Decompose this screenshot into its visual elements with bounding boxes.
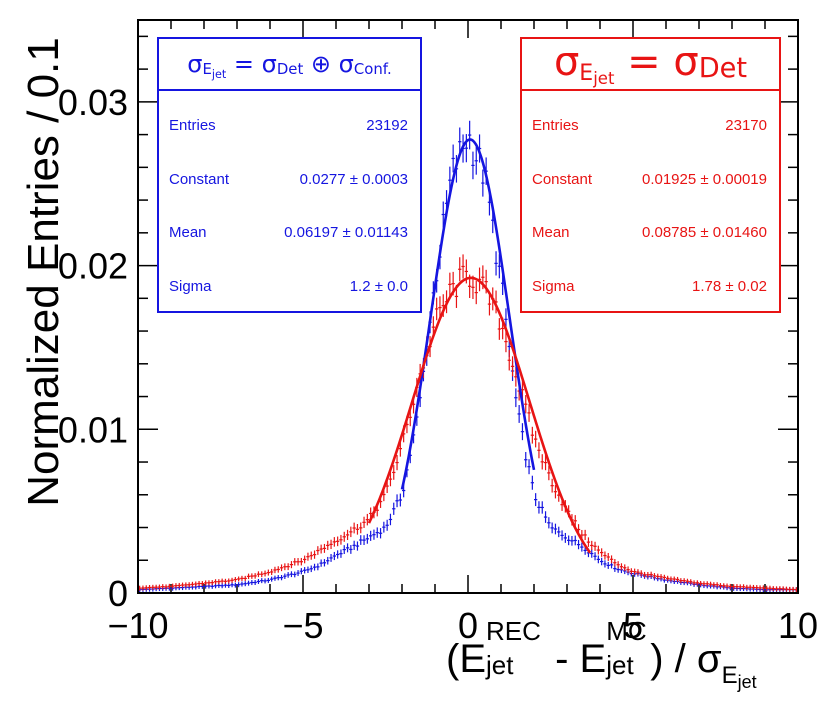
sub-jet: jet	[593, 69, 615, 89]
y-axis-label: Normalized Entries / 0.1	[19, 37, 68, 507]
plot-frame	[137, 19, 799, 594]
x-tick-label: −5	[282, 605, 323, 646]
x-tick-label: 0	[458, 605, 478, 646]
stat-row-entries: Entries 23192	[169, 117, 408, 134]
sub-E: E	[202, 60, 212, 79]
stat-title-red: σ Ejet = σ Det	[522, 39, 779, 91]
x-sup-rec: REC	[486, 616, 541, 646]
sigma-symbol: σ	[261, 50, 277, 78]
equals: =	[226, 50, 262, 78]
sub-E: E	[579, 60, 594, 86]
y-tick-label: 0.02	[58, 246, 128, 287]
x-tick-label: 10	[778, 605, 818, 646]
equals: =	[614, 39, 674, 85]
stat-row-constant: Constant 0.0277 ± 0.0003	[169, 171, 408, 188]
stat-row-sigma: Sigma 1.2 ± 0.0	[169, 278, 408, 295]
x-axis-label: (E REC jet - E MC jet) / σEjet	[446, 616, 757, 693]
y-tick-label: 0	[108, 573, 128, 614]
ticks-layer	[137, 20, 799, 594]
stat-title-blue: σ Ejet = σ Det ⊕ σ Conf.	[159, 39, 420, 91]
fit-curve-1	[367, 276, 592, 554]
stat-box-blue: σ Ejet = σ Det ⊕ σ Conf. Entries 23192 Const…	[157, 37, 422, 313]
x-sup-mc: MC	[606, 616, 647, 646]
sub-jet: jet	[211, 67, 227, 81]
stat-row-sigma: Sigma 1.78 ± 0.02	[532, 278, 767, 295]
x-tick-label: 5	[623, 605, 643, 646]
tick-labels: −10 −5 0 5 10 0 0.01 0.02 0.03	[58, 82, 818, 646]
sub-det: Det	[698, 53, 748, 85]
sub-conf: Conf.	[353, 60, 392, 79]
sigma-symbol: σ	[338, 50, 354, 78]
stat-row-mean: Mean 0.08785 ± 0.01460	[532, 224, 767, 241]
stat-box-red: σ Ejet = σ Det Entries 23170 Constant 0.0192…	[520, 37, 781, 313]
stat-row-mean: Mean 0.06197 ± 0.01143	[169, 224, 408, 241]
sigma-symbol: σ	[673, 39, 699, 85]
stat-row-constant: Constant 0.01925 ± 0.00019	[532, 171, 767, 188]
sigma-symbol: σ	[187, 50, 203, 78]
sigma-symbol: σ	[553, 39, 580, 85]
x-sub-jet: jet	[606, 650, 634, 680]
fit-layer	[367, 138, 592, 554]
x-tick-label: −10	[107, 605, 168, 646]
oplus-symbol: ⊕	[303, 50, 339, 78]
y-tick-label: 0.01	[58, 409, 128, 450]
y-tick-label: 0.03	[58, 82, 128, 123]
stat-row-entries: Entries 23170	[532, 117, 767, 134]
sub-det: Det	[276, 60, 304, 79]
x-sub-jet: jet	[486, 650, 514, 680]
